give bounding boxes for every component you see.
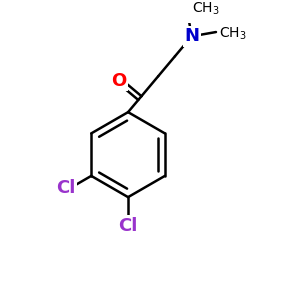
Text: Cl: Cl xyxy=(118,217,138,235)
Text: N: N xyxy=(184,27,199,45)
Text: CH$_3$: CH$_3$ xyxy=(219,26,246,42)
Text: Cl: Cl xyxy=(56,179,76,197)
Text: O: O xyxy=(111,72,126,90)
Text: CH$_3$: CH$_3$ xyxy=(191,1,219,17)
